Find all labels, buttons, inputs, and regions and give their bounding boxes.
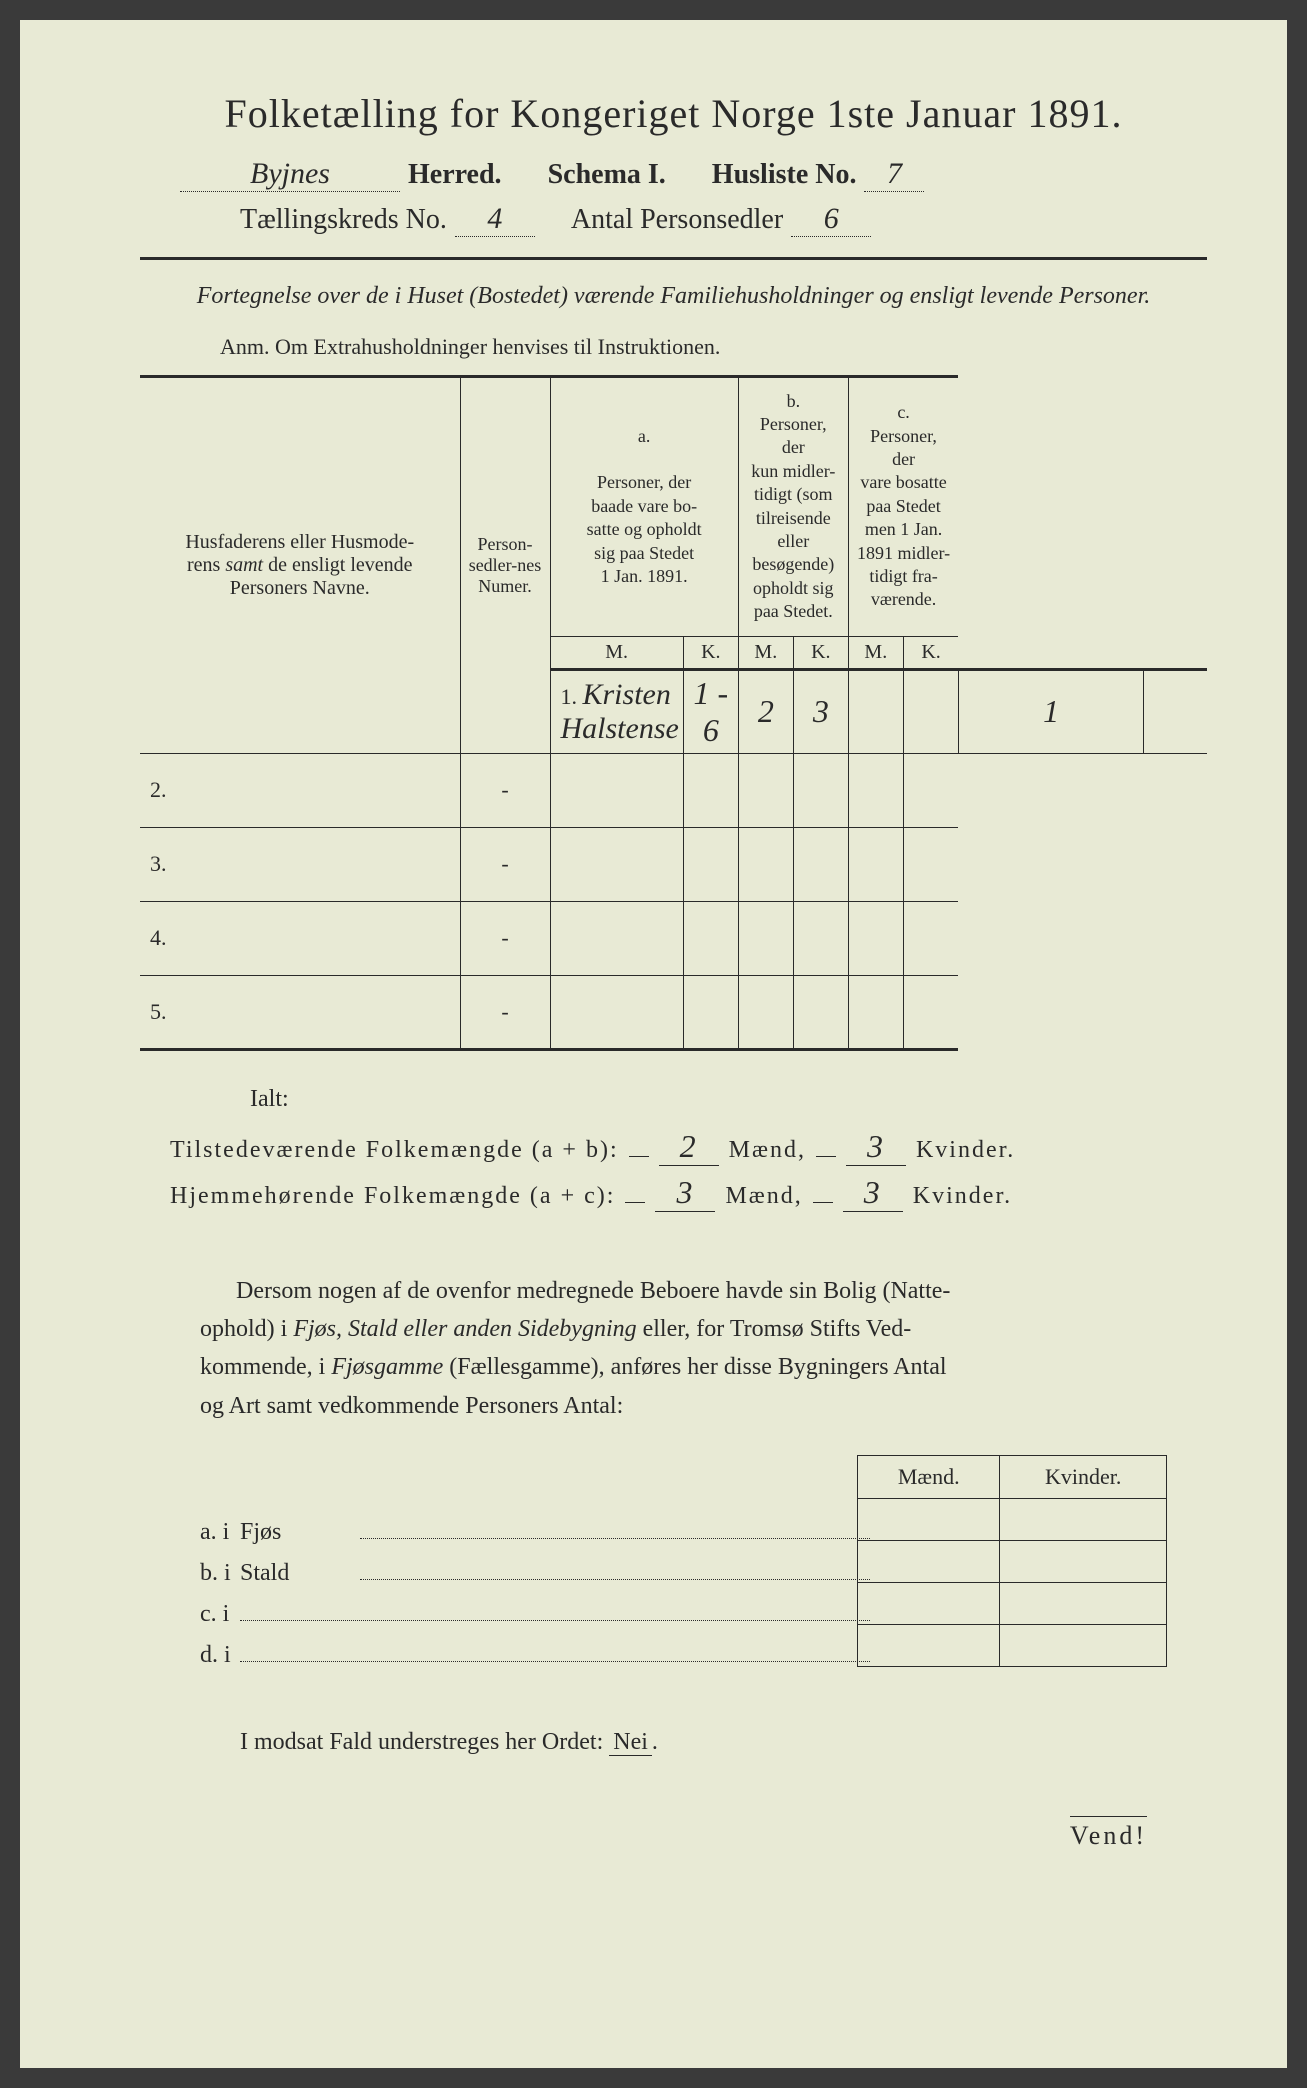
cell-b-k <box>903 669 958 753</box>
totals-k-2: 3 <box>843 1174 903 1212</box>
sb-row: d. i <box>180 1642 880 1669</box>
col-b-head: b. Personer, derkun midler-tidigt (somti… <box>738 376 848 636</box>
table-row: 4. - <box>140 901 1207 975</box>
kvinder-label: Kvinder. <box>916 1137 1015 1164</box>
col-numer-header: Person-sedler-nes Numer. <box>460 376 550 753</box>
census-form-page: Folketælling for Kongeriget Norge 1ste J… <box>20 20 1287 2068</box>
totals-k-1: 3 <box>846 1128 906 1166</box>
col-c-m: M. <box>848 636 903 669</box>
kreds-label: Tællingskreds No. <box>240 204 447 236</box>
vend-label: Vend! <box>1070 1816 1147 1851</box>
row-numer: - <box>460 827 550 901</box>
kvinder-label: Kvinder. <box>913 1183 1012 1210</box>
row-name: 2. <box>140 753 460 827</box>
cell-b-m <box>848 669 903 753</box>
totals-line-1: Tilstedeværende Folkemængde (a + b): 2 M… <box>170 1128 1207 1166</box>
cell-a-k: 3 <box>793 669 848 753</box>
mk-mini-table: Mænd. Kvinder. <box>857 1455 1167 1667</box>
row-numer: - <box>460 975 550 1049</box>
table-row: 2. - <box>140 753 1207 827</box>
totals-m-1: 2 <box>659 1128 719 1166</box>
row-numer: 1 - 6 <box>683 669 738 753</box>
totals-m-2: 3 <box>655 1174 715 1212</box>
sb-label: a. i <box>180 1519 240 1546</box>
sb-name: Fjøs <box>240 1519 360 1546</box>
cell-c-k <box>1144 669 1207 753</box>
col-names-header: Husfaderens eller Husmode-rens samt de e… <box>140 376 460 753</box>
totals-label-2: Hjemmehørende Folkemængde (a + c): <box>170 1183 615 1210</box>
header-line-1: Byjnes Herred. Schema I. Husliste No. 7 <box>140 157 1207 192</box>
row-name: 3. <box>140 827 460 901</box>
subtitle: Fortegnelse over de i Huset (Bostedet) v… <box>180 280 1167 314</box>
totals-label-1: Tilstedeværende Folkemængde (a + b): <box>170 1137 619 1164</box>
col-b-k: K. <box>793 636 848 669</box>
maend-label: Mænd, <box>729 1137 806 1164</box>
sb-label: c. i <box>180 1601 240 1628</box>
sb-label: b. i <box>180 1560 240 1587</box>
schema-label: Schema I. <box>548 159 666 191</box>
table-row: 5. - <box>140 975 1207 1049</box>
main-table: Husfaderens eller Husmode-rens samt de e… <box>140 375 1207 1051</box>
col-a-head: a. Personer, derbaade vare bo-satte og o… <box>550 376 738 636</box>
anm-note: Anm. Om Extrahusholdninger henvises til … <box>220 334 1207 360</box>
husliste-value: 7 <box>864 157 924 192</box>
kreds-value: 4 <box>455 202 535 237</box>
sb-label: d. i <box>180 1642 240 1669</box>
col-c-k: K. <box>903 636 958 669</box>
side-buildings-section: Mænd. Kvinder. a. i Fjøs b. i Stald c. i <box>140 1455 1207 1669</box>
header-line-2: Tællingskreds No. 4 Antal Personsedler 6 <box>140 202 1207 237</box>
cell-c-m: 1 <box>958 669 1144 753</box>
sb-row: b. i Stald <box>180 1560 880 1587</box>
maend-label: Mænd, <box>725 1183 802 1210</box>
row-name: 5. <box>140 975 460 1049</box>
sb-row: c. i <box>180 1601 880 1628</box>
row-name: 1. Kristen Halstense <box>550 669 683 753</box>
col-a-k: K. <box>683 636 738 669</box>
divider <box>140 257 1207 260</box>
col-c-head: c. Personer, dervare bosattepaa Stedetme… <box>848 376 958 636</box>
totals-line-2: Hjemmehørende Folkemængde (a + c): 3 Mæn… <box>170 1174 1207 1212</box>
sb-name: Stald <box>240 1560 360 1587</box>
cell-a-m: 2 <box>738 669 793 753</box>
mk-kvinder-header: Kvinder. <box>1000 1456 1167 1499</box>
row-numer: - <box>460 901 550 975</box>
husliste-label: Husliste No. <box>712 159 857 191</box>
row-name: 4. <box>140 901 460 975</box>
herred-value: Byjnes <box>180 157 400 192</box>
antal-value: 6 <box>791 202 871 237</box>
sb-row: a. i Fjøs <box>180 1519 880 1546</box>
col-a-m: M. <box>550 636 683 669</box>
table-row: 3. - <box>140 827 1207 901</box>
herred-label: Herred. <box>408 159 502 191</box>
col-b-m: M. <box>738 636 793 669</box>
page-title: Folketælling for Kongeriget Norge 1ste J… <box>140 90 1207 137</box>
antal-label: Antal Personsedler <box>571 204 783 236</box>
paragraph: Dersom nogen af de ovenfor medregnede Be… <box>200 1272 1187 1426</box>
row-numer: - <box>460 753 550 827</box>
negation-line: I modsat Fald understreges her Ordet: Ne… <box>240 1729 1207 1756</box>
ialt-label: Ialt: <box>250 1086 1207 1113</box>
